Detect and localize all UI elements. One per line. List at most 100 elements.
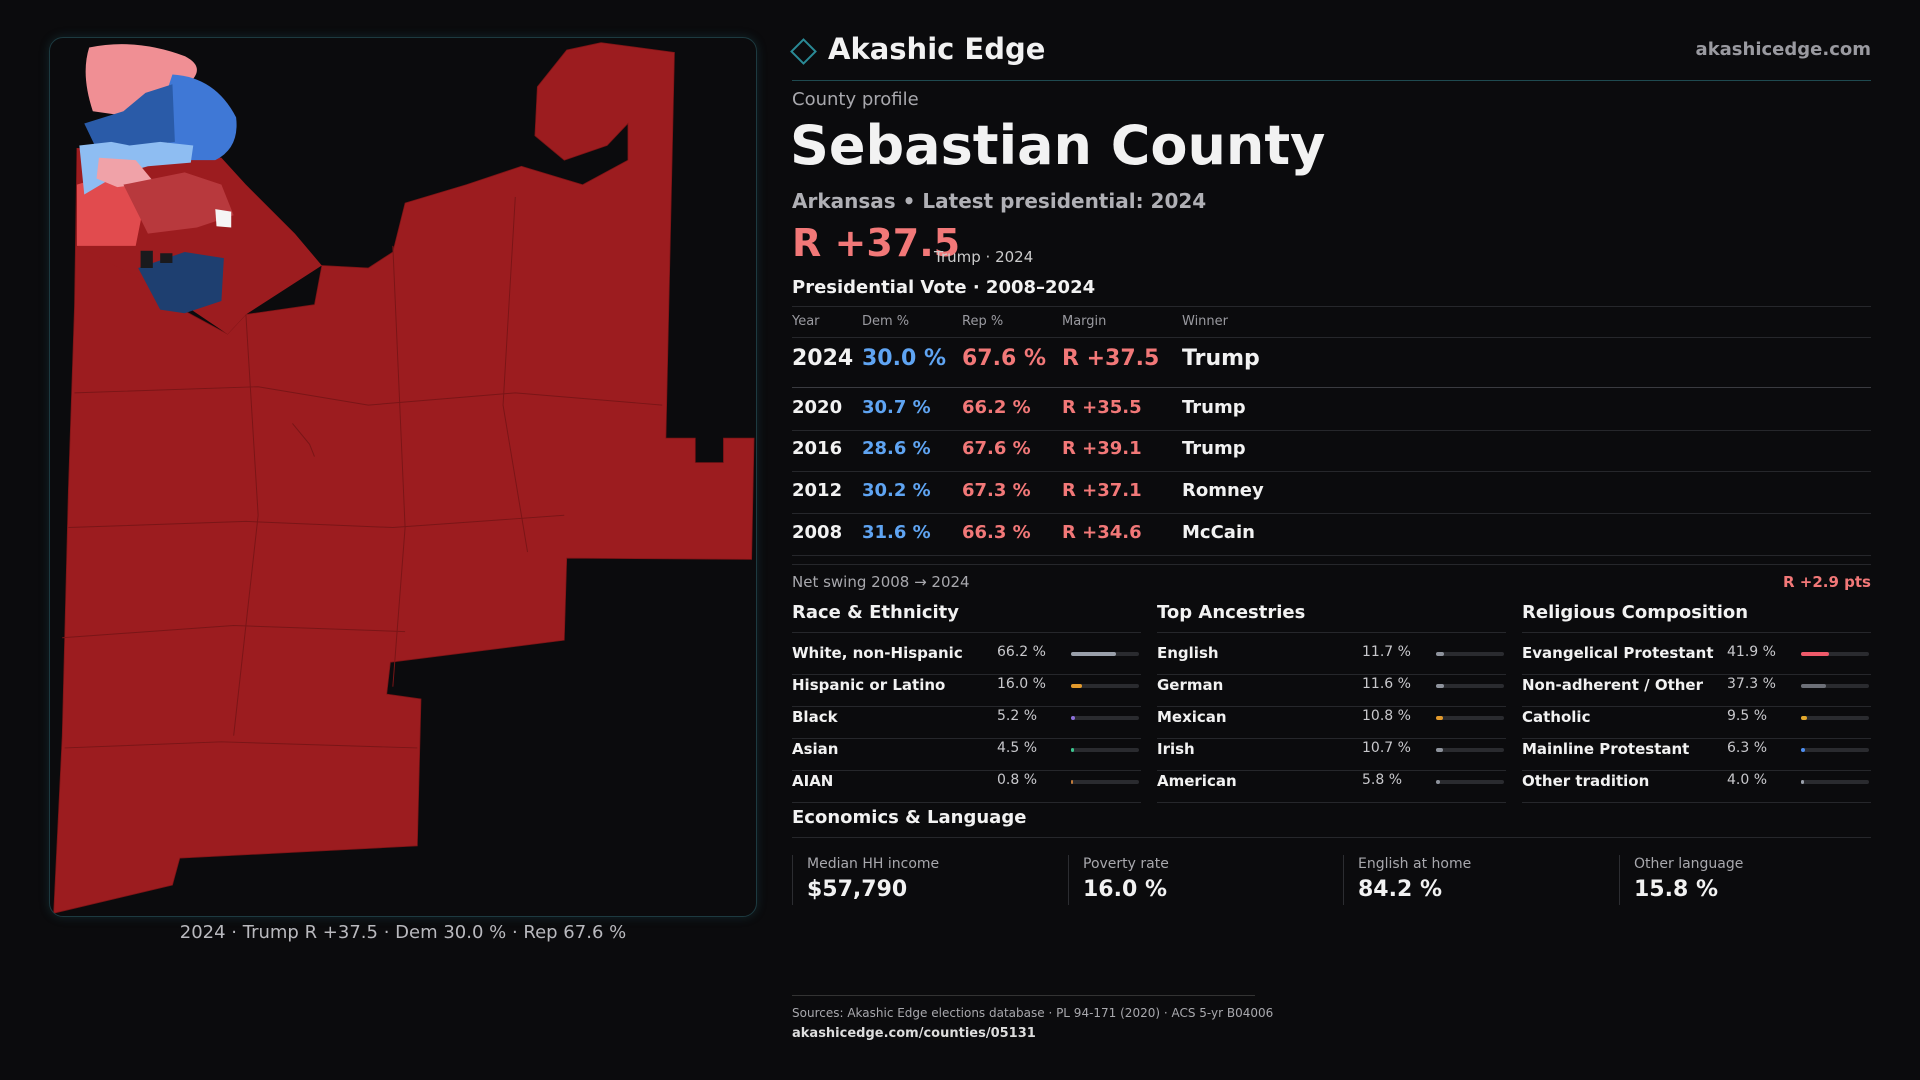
item-value: 4.5 % (997, 740, 1038, 756)
card-divider (1619, 855, 1620, 905)
rule (1157, 632, 1506, 633)
bar-track (1071, 748, 1139, 752)
card-value: 15.8 % (1634, 877, 1718, 902)
table-cell: 28.6 % (862, 438, 931, 459)
bar-track (1801, 716, 1869, 720)
rule (1522, 770, 1871, 771)
rule (1522, 738, 1871, 739)
table-title: Presidential Vote · 2008–2024 (792, 277, 1096, 298)
bar (1801, 748, 1806, 752)
column-header: Rep % (962, 314, 1004, 329)
item-value: 11.6 % (1362, 676, 1411, 692)
card-value: 16.0 % (1083, 877, 1167, 902)
item-label: Other tradition (1522, 772, 1650, 790)
table-cell: 67.3 % (962, 480, 1031, 501)
rule (1157, 674, 1506, 675)
precinct (138, 252, 224, 314)
bar-track (1071, 780, 1139, 784)
item-value: 5.2 % (997, 708, 1038, 724)
bar (1071, 748, 1075, 752)
rule (792, 802, 1141, 803)
card-label: Poverty rate (1083, 856, 1169, 872)
bar-track (1436, 780, 1504, 784)
margin-note: Trump · 2024 (934, 248, 1034, 266)
table-cell: 66.3 % (962, 522, 1031, 543)
item-label: English (1157, 644, 1219, 662)
rule (1157, 706, 1506, 707)
precinct (84, 84, 175, 155)
bar (1071, 684, 1082, 688)
bar (1071, 716, 1075, 720)
table-cell: Romney (1182, 480, 1264, 501)
subtitle: Arkansas • Latest presidential: 2024 (792, 189, 1207, 213)
table-cell: 30.2 % (862, 480, 931, 501)
item-value: 66.2 % (997, 644, 1046, 660)
bar (1436, 780, 1440, 784)
bar (1071, 780, 1073, 784)
table-cell: 66.2 % (962, 397, 1031, 418)
table-cell: 2012 (792, 480, 843, 501)
item-label: White, non-Hispanic (792, 644, 963, 662)
bar-track (1436, 652, 1504, 656)
bar-track (1801, 748, 1869, 752)
rule (792, 770, 1141, 771)
table-cell: R +35.5 (1062, 397, 1142, 418)
item-value: 11.7 % (1362, 644, 1411, 660)
bar (1436, 748, 1444, 752)
item-value: 41.9 % (1727, 644, 1776, 660)
item-value: 10.8 % (1362, 708, 1411, 724)
card-label: Median HH income (807, 856, 940, 872)
item-label: AIAN (792, 772, 834, 790)
bar (1436, 684, 1444, 688)
rule (792, 632, 1141, 633)
bar (1801, 684, 1827, 688)
item-label: Evangelical Protestant (1522, 644, 1714, 662)
column-header: Margin (1062, 314, 1107, 329)
precinct (140, 250, 173, 268)
swing-value: R +2.9 pts (1783, 573, 1871, 591)
map-caption: 2024 · Trump R +37.5 · Dem 30.0 % · Rep … (179, 922, 627, 943)
item-value: 6.3 % (1727, 740, 1768, 756)
column-header: Winner (1182, 314, 1229, 329)
rule (1522, 632, 1871, 633)
rule (792, 564, 1871, 565)
column-header: Dem % (862, 314, 910, 329)
table-cell: 30.7 % (862, 397, 931, 418)
table-cell: 2016 (792, 438, 843, 459)
rule (792, 337, 1871, 338)
rule (792, 306, 1871, 307)
rule (792, 387, 1871, 388)
group-title: Race & Ethnicity (792, 602, 959, 623)
footer-url[interactable]: akashicedge.com/counties/05131 (792, 1026, 1036, 1041)
swing-label: Net swing 2008 → 2024 (792, 573, 970, 591)
item-label: Irish (1157, 740, 1195, 758)
item-value: 37.3 % (1727, 676, 1776, 692)
item-value: 9.5 % (1727, 708, 1768, 724)
card-divider (1068, 855, 1069, 905)
bar-track (1436, 684, 1504, 688)
table-cell: 2024 (792, 346, 854, 371)
bar-track (1071, 684, 1139, 688)
table-cell: R +37.5 (1062, 346, 1160, 371)
site-link[interactable]: akashicedge.com (1695, 39, 1871, 60)
card-divider (1343, 855, 1344, 905)
item-label: Hispanic or Latino (792, 676, 946, 694)
map-frame (49, 37, 757, 917)
bar (1801, 716, 1808, 720)
table-cell: R +37.1 (1062, 480, 1142, 501)
bar (1436, 716, 1444, 720)
group-title: Religious Composition (1522, 602, 1749, 623)
kicker: County profile (792, 89, 919, 110)
logo (790, 38, 817, 65)
item-value: 5.8 % (1362, 772, 1403, 788)
table-cell: Trump (1182, 438, 1246, 459)
card-value: 84.2 % (1358, 877, 1442, 902)
bar (1071, 652, 1117, 656)
rule (1522, 674, 1871, 675)
table-cell: Trump (1182, 397, 1246, 418)
item-label: Black (792, 708, 838, 726)
precinct (96, 157, 155, 188)
table-cell: 30.0 % (862, 346, 946, 371)
table-cell: 31.6 % (862, 522, 931, 543)
rule (792, 513, 1871, 514)
